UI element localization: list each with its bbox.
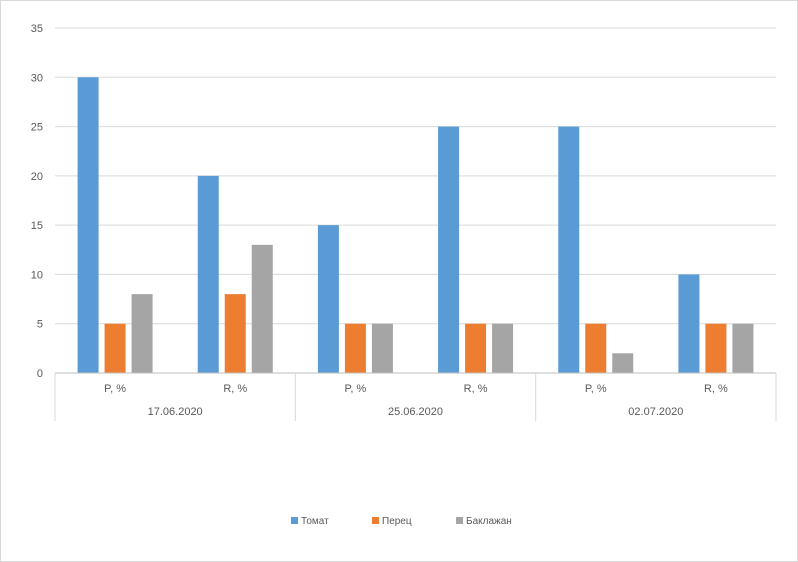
legend-swatch bbox=[456, 517, 463, 524]
bar bbox=[732, 323, 754, 373]
y-tick-label: 5 bbox=[37, 319, 43, 331]
bar bbox=[705, 323, 727, 373]
bar bbox=[438, 126, 460, 373]
bars bbox=[77, 77, 754, 374]
y-tick-label: 20 bbox=[31, 171, 43, 183]
bar bbox=[371, 323, 393, 373]
bar bbox=[344, 323, 366, 373]
x-category-label: P, % bbox=[345, 383, 367, 395]
y-tick-label: 15 bbox=[31, 220, 43, 232]
bar bbox=[77, 77, 99, 374]
x-group-label: 17.06.2020 bbox=[148, 406, 203, 418]
x-category-label: P, % bbox=[585, 383, 607, 395]
y-tick-label: 25 bbox=[31, 122, 43, 134]
legend-label: Перец bbox=[382, 516, 412, 527]
bar bbox=[492, 323, 514, 373]
y-tick-label: 30 bbox=[31, 72, 43, 84]
x-category-label: R, % bbox=[464, 383, 488, 395]
bar bbox=[251, 244, 273, 373]
bar bbox=[678, 274, 700, 373]
bar bbox=[197, 175, 219, 373]
y-tick-label: 0 bbox=[37, 368, 43, 380]
bar bbox=[558, 126, 580, 373]
y-axis: 0 5 10 15 20 25 30 35 bbox=[31, 23, 43, 380]
legend-label: Томат bbox=[301, 516, 329, 527]
y-tick-label: 35 bbox=[31, 23, 43, 35]
x-axis: P, % R, % P, % R, % P, % R, % 17.06.2020 25.06.… bbox=[54, 372, 777, 421]
bar bbox=[465, 323, 487, 373]
x-group-label: 25.06.2020 bbox=[388, 406, 443, 418]
legend-label: Баклажан bbox=[466, 516, 512, 527]
bar bbox=[612, 353, 634, 373]
bar bbox=[224, 294, 246, 373]
x-category-label: R, % bbox=[704, 383, 728, 395]
bar bbox=[131, 294, 153, 373]
bar bbox=[104, 323, 126, 373]
x-category-label: P, % bbox=[104, 383, 126, 395]
x-category-label: R, % bbox=[223, 383, 247, 395]
x-group-label: 02.07.2020 bbox=[628, 406, 683, 418]
legend-swatch bbox=[291, 517, 298, 524]
legend-swatch bbox=[372, 517, 379, 524]
bar bbox=[585, 323, 607, 373]
gridlines bbox=[55, 27, 776, 325]
y-tick-label: 10 bbox=[31, 269, 43, 281]
legend: Томат Перец Баклажан bbox=[291, 516, 512, 527]
bar bbox=[317, 225, 339, 373]
